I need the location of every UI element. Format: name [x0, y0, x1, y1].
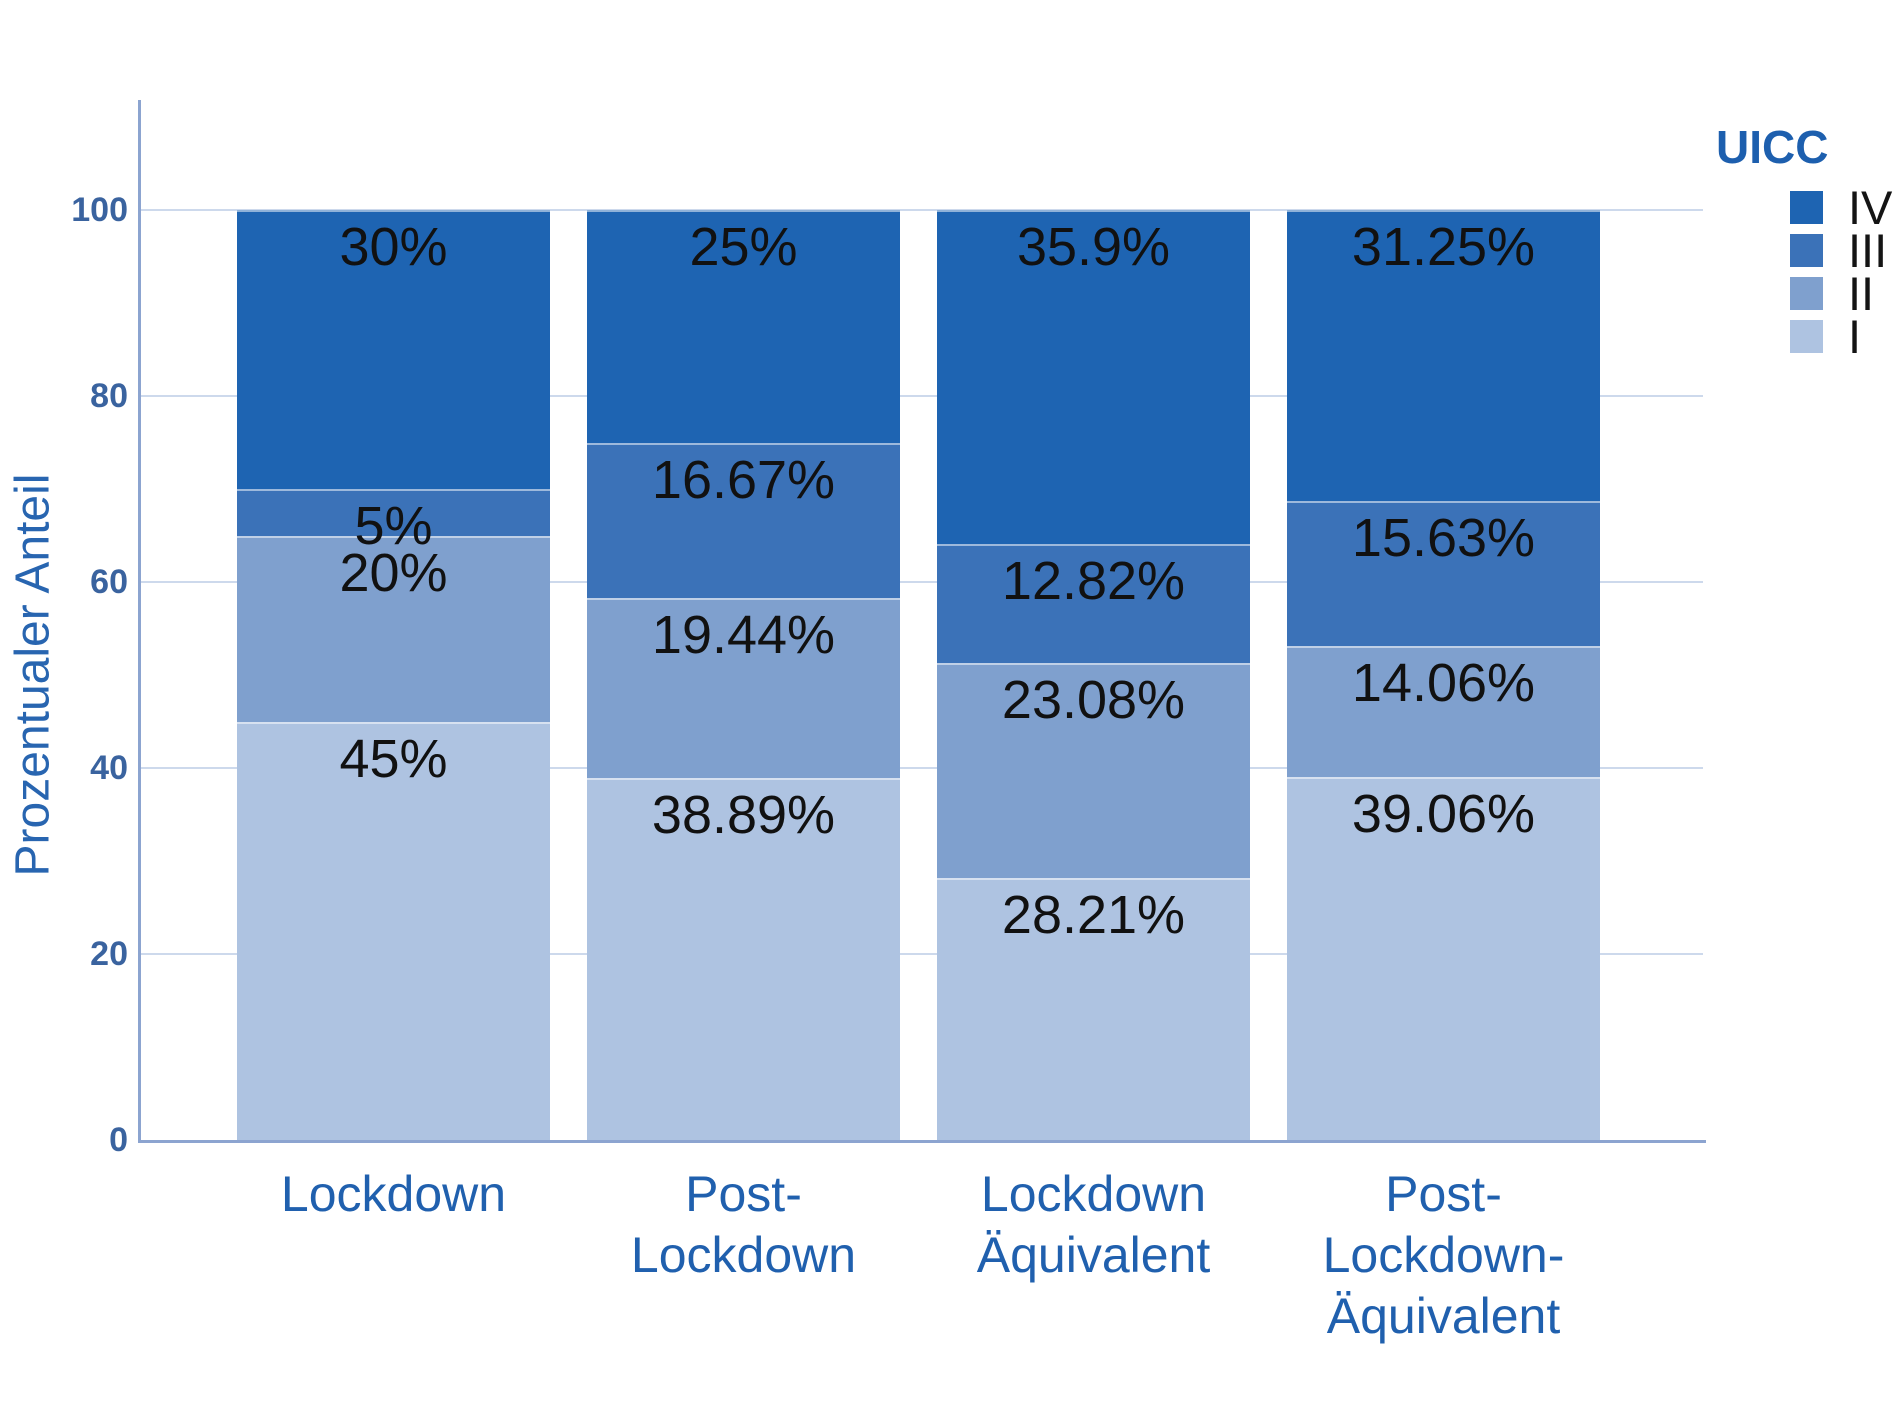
- y-tick-label: 0: [109, 1121, 128, 1159]
- bar-segment-uicc-II: [937, 663, 1250, 878]
- x-category-label-line: Lockdown: [280, 1166, 507, 1222]
- y-axis-line: [138, 100, 141, 1142]
- bar-segment-label: 38.89%: [651, 785, 836, 846]
- bar-segment-label: 25%: [689, 217, 798, 277]
- y-tick-label: 100: [71, 191, 128, 229]
- legend-item-label: I: [1848, 309, 1862, 363]
- y-axis-title: Prozentualer Anteil: [6, 473, 60, 877]
- bar-segment-label: 20%: [339, 542, 448, 603]
- x-category-label-line: Äquivalent: [976, 1227, 1211, 1283]
- bar-segment-label: 28.21%: [1001, 884, 1186, 945]
- bar-segment-label: 30%: [339, 217, 448, 277]
- x-category-label: Post- Lockdown: [512, 1164, 975, 1286]
- x-category-label-line: Äquivalent: [1326, 1288, 1561, 1344]
- bar-segment-label: 23.08%: [1001, 670, 1186, 730]
- gridline: [140, 209, 1703, 211]
- gridline: [140, 767, 1703, 769]
- bar-segment-label: 16.67%: [651, 449, 836, 510]
- bar-segment-uicc-III: [587, 442, 900, 598]
- bar-segment-label: 45%: [339, 728, 448, 789]
- bar-segment-label: 5%: [354, 496, 433, 556]
- bar-segment-uicc-III: [237, 489, 550, 536]
- legend-item-IV: IV: [1790, 184, 1900, 231]
- y-tick-label: 80: [90, 377, 128, 415]
- y-tick-label: 40: [90, 749, 128, 787]
- bar-segment-uicc-IV: [937, 209, 1250, 544]
- bar-segment-uicc-II: [587, 597, 900, 779]
- y-tick-label: 20: [90, 935, 128, 973]
- bar-segment-uicc-I: [587, 778, 900, 1140]
- bar-segment-label: 35.9%: [1016, 216, 1171, 277]
- bar-segment-label: 19.44%: [651, 604, 836, 665]
- legend-item-label: II: [1848, 266, 1875, 320]
- legend-item-III: III: [1790, 227, 1900, 274]
- legend-title: UICC: [1716, 121, 1829, 173]
- legend-item-I: I: [1790, 313, 1900, 360]
- bar-segment-uicc-II: [237, 535, 550, 722]
- bar-segment-label: 15.63%: [1351, 507, 1536, 568]
- gridline: [140, 581, 1703, 583]
- x-category-label-line: Post-: [1385, 1166, 1502, 1222]
- legend-swatch-II: [1790, 276, 1823, 310]
- bar-segment-label: 12.82%: [1001, 550, 1186, 611]
- bar-segment-uicc-II: [1287, 645, 1600, 777]
- gridline: [140, 395, 1703, 397]
- bar-segment-uicc-I: [1287, 776, 1600, 1140]
- x-category-label-line: Lockdown: [980, 1166, 1207, 1222]
- x-category-label-line: Lockdown-: [1322, 1227, 1565, 1283]
- legend-swatch-I: [1790, 319, 1823, 353]
- x-category-label-line: Lockdown: [630, 1227, 857, 1283]
- x-category-label: Lockdown Äquivalent: [862, 1164, 1325, 1286]
- bar-segment-uicc-III: [937, 543, 1250, 663]
- legend-item-label: III: [1848, 223, 1888, 277]
- bar-segment-uicc-IV: [1287, 210, 1600, 501]
- bar-segment-label: 14.06%: [1351, 652, 1536, 713]
- bar-segment-uicc-I: [237, 721, 550, 1140]
- legend-item-II: II: [1790, 270, 1900, 317]
- bar-segment-label: 31.25%: [1351, 217, 1536, 277]
- bar-segment-uicc-III: [1287, 500, 1600, 646]
- legend-swatch-III: [1790, 233, 1823, 267]
- legend-item-label: IV: [1848, 180, 1893, 234]
- x-category-label: Post- Lockdown- Äquivalent: [1212, 1164, 1675, 1347]
- legend-items: IV III II I: [1716, 184, 1900, 360]
- bar-segment-uicc-I: [937, 877, 1250, 1140]
- legend: UICC IV III II I: [1716, 120, 1900, 360]
- gridline: [140, 953, 1703, 955]
- bar-segment-uicc-IV: [587, 210, 900, 443]
- y-tick-label: 60: [90, 563, 128, 601]
- x-axis-line: [138, 1140, 1706, 1143]
- bar-segment-uicc-IV: [237, 210, 550, 489]
- bar-segment-label: 39.06%: [1351, 783, 1536, 844]
- legend-swatch-IV: [1790, 190, 1823, 224]
- x-category-label-line: Post-: [685, 1166, 802, 1222]
- x-category-label: Lockdown: [162, 1164, 625, 1225]
